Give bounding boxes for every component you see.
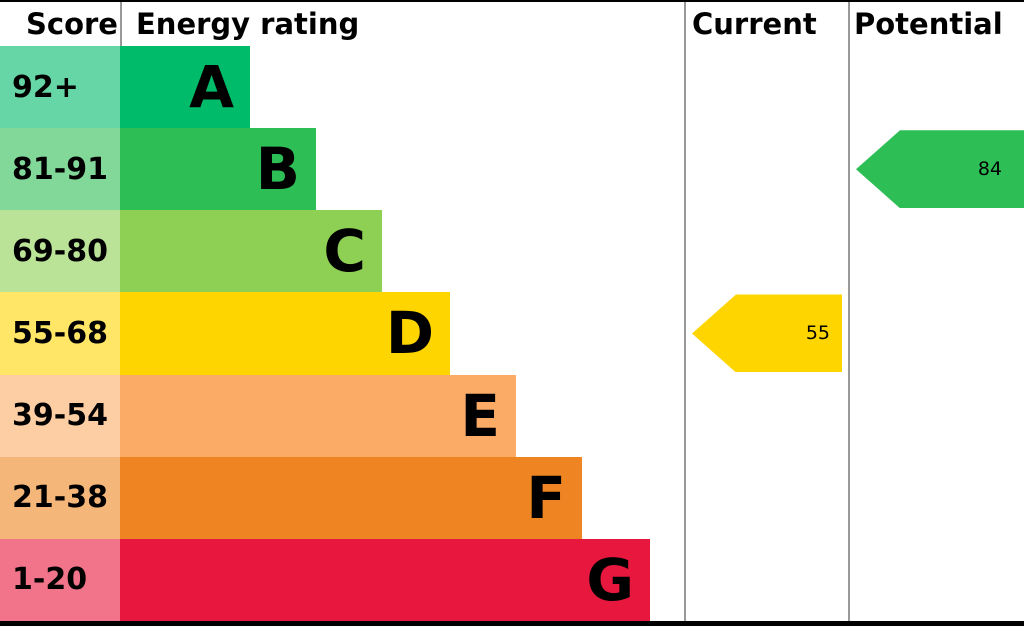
band-letter: E — [460, 381, 500, 450]
rating-cell: A — [120, 46, 684, 129]
potential-cell — [848, 46, 1024, 129]
rating-cell: F — [120, 456, 684, 539]
potential-value: 84 — [977, 157, 1002, 180]
score-cell: 81-91 — [0, 128, 120, 211]
score-cell: 39-54 — [0, 374, 120, 457]
band-letter: B — [255, 135, 300, 204]
band-bar: C — [120, 210, 382, 293]
rating-cell: D — [120, 292, 684, 375]
current-cell — [684, 538, 848, 621]
current-cell: 55 — [684, 292, 848, 375]
potential-cell — [848, 456, 1024, 539]
potential-arrow: 84 — [856, 130, 1024, 209]
current-cell — [684, 128, 848, 211]
band-bar: F — [120, 456, 582, 539]
score-range-label: 81-91 — [12, 151, 108, 187]
band-bar: G — [120, 538, 650, 621]
header-score-label: Score — [26, 7, 118, 41]
current-cell — [684, 46, 848, 129]
score-range-label: 21-38 — [12, 480, 108, 516]
current-value: 55 — [805, 321, 830, 344]
potential-cell — [848, 374, 1024, 457]
potential-cell — [848, 210, 1024, 293]
score-range-label: 55-68 — [12, 315, 108, 351]
band-letter: F — [526, 463, 566, 532]
band-bar: A — [120, 46, 250, 129]
header-energy-rating-label: Energy rating — [136, 7, 360, 41]
score-cell: 92+ — [0, 46, 120, 129]
potential-cell — [848, 538, 1024, 621]
band-letter: G — [586, 545, 634, 614]
rating-cell: C — [120, 210, 684, 293]
potential-cell — [848, 292, 1024, 375]
header-current-label: Current — [692, 7, 817, 41]
band-bar: E — [120, 374, 516, 457]
header-score: Score — [0, 2, 120, 46]
current-cell — [684, 374, 848, 457]
band-bar: B — [120, 128, 316, 211]
score-range-label: 92+ — [12, 69, 79, 105]
score-cell: 69-80 — [0, 210, 120, 293]
header-potential: Potential — [848, 2, 1024, 46]
rating-cell: G — [120, 538, 684, 621]
header-energy-rating: Energy rating — [120, 2, 684, 46]
score-range-label: 39-54 — [12, 398, 108, 434]
score-range-label: 1-20 — [12, 562, 88, 598]
rating-cell: E — [120, 374, 684, 457]
rating-cell: B — [120, 128, 684, 211]
current-cell — [684, 210, 848, 293]
score-range-label: 69-80 — [12, 233, 108, 269]
current-arrow: 55 — [692, 294, 842, 373]
current-cell — [684, 456, 848, 539]
band-letter: C — [323, 217, 366, 286]
potential-cell: 84 — [848, 128, 1024, 211]
header-potential-label: Potential — [854, 7, 1003, 41]
score-cell: 21-38 — [0, 456, 120, 539]
band-letter: A — [189, 53, 234, 122]
band-letter: D — [385, 299, 434, 368]
score-cell: 55-68 — [0, 292, 120, 375]
band-bar: D — [120, 292, 450, 375]
header-current: Current — [684, 2, 848, 46]
score-cell: 1-20 — [0, 538, 120, 621]
